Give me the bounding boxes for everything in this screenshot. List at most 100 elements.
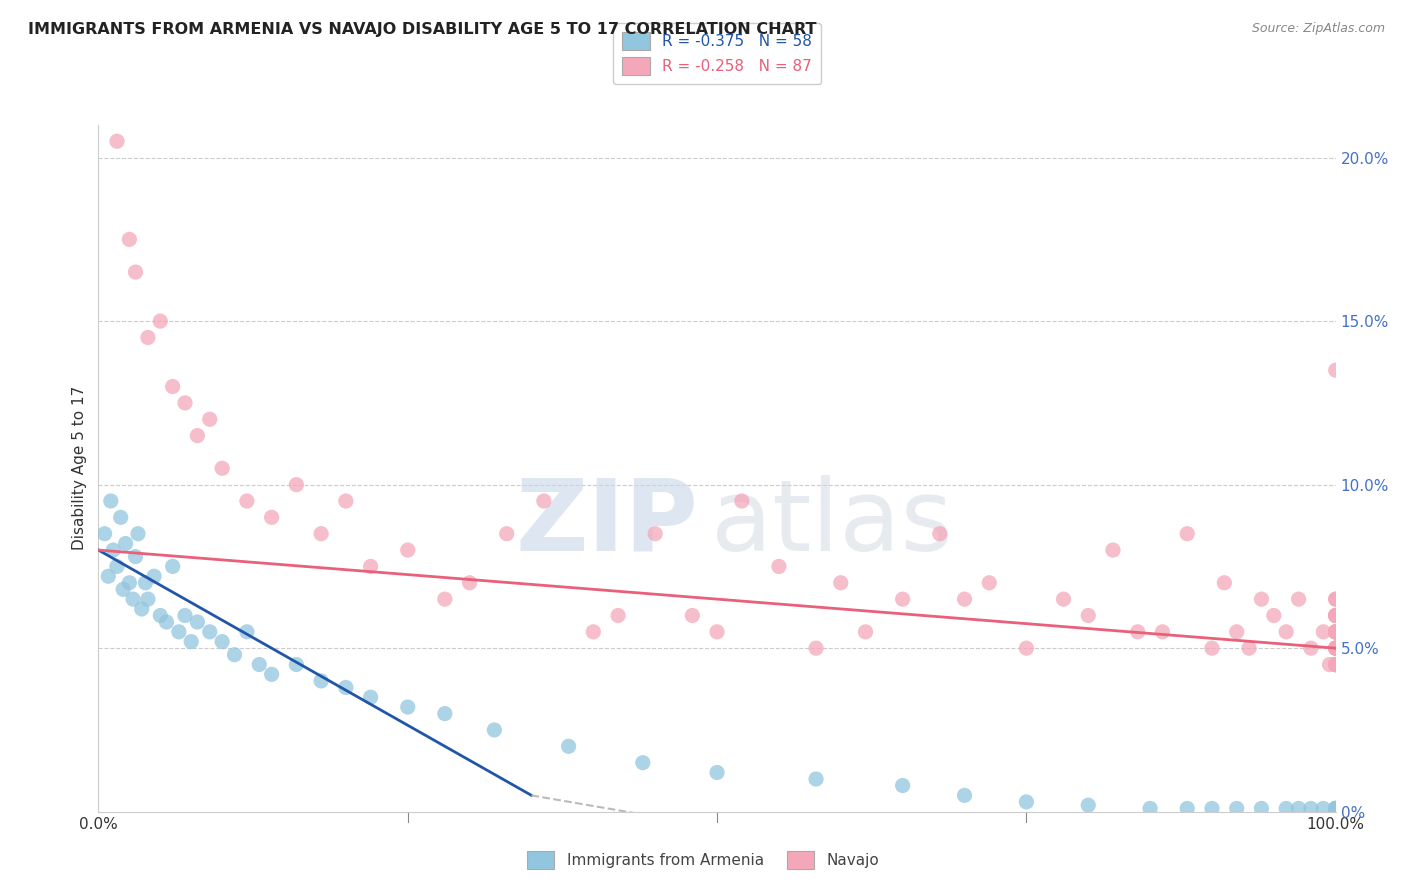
Point [127, 526, 149, 541]
Point [285, 477, 308, 491]
Point [1324, 641, 1347, 656]
Point [433, 592, 456, 607]
Point [103, 543, 125, 558]
Text: IMMIGRANTS FROM ARMENIA VS NAVAJO DISABILITY AGE 5 TO 17 CORRELATION CHART: IMMIGRANTS FROM ARMENIA VS NAVAJO DISABI… [28, 22, 817, 37]
Point [1312, 624, 1334, 639]
Point [458, 575, 481, 590]
Point [162, 379, 184, 393]
Point [1324, 641, 1347, 656]
Point [484, 723, 506, 737]
Point [855, 624, 877, 639]
Point [124, 265, 146, 279]
Point [1324, 641, 1347, 656]
Point [1324, 641, 1347, 656]
Point [1275, 624, 1298, 639]
Point [180, 634, 202, 648]
Point [1299, 801, 1322, 815]
Point [1201, 641, 1223, 656]
Point [1324, 657, 1347, 672]
Point [186, 615, 208, 629]
Point [1250, 592, 1272, 607]
Point [1324, 801, 1347, 815]
Point [891, 592, 914, 607]
Point [186, 428, 208, 442]
Point [309, 673, 332, 688]
Point [1324, 801, 1347, 815]
Point [681, 608, 703, 623]
Point [1324, 624, 1347, 639]
Point [134, 575, 156, 590]
Point [644, 526, 666, 541]
Point [1250, 801, 1272, 815]
Point [1324, 592, 1347, 607]
Point [174, 608, 197, 623]
Point [1324, 624, 1347, 639]
Point [174, 396, 197, 410]
Point [706, 765, 728, 780]
Point [1324, 801, 1347, 815]
Point [1299, 641, 1322, 656]
Legend: Immigrants from Armenia, Navajo: Immigrants from Armenia, Navajo [520, 845, 886, 875]
Point [118, 575, 141, 590]
Point [236, 624, 259, 639]
Point [1324, 657, 1347, 672]
Point [1324, 657, 1347, 672]
Point [1052, 592, 1074, 607]
Point [1226, 624, 1249, 639]
Point [1263, 608, 1285, 623]
Point [285, 657, 308, 672]
Point [1324, 363, 1347, 377]
Point [1312, 801, 1334, 815]
Text: Source: ZipAtlas.com: Source: ZipAtlas.com [1251, 22, 1385, 36]
Point [1319, 657, 1341, 672]
Point [118, 232, 141, 246]
Point [731, 494, 754, 508]
Point [1126, 624, 1149, 639]
Point [224, 648, 246, 662]
Point [143, 569, 166, 583]
Point [149, 314, 172, 328]
Point [1139, 801, 1161, 815]
Point [1324, 657, 1347, 672]
Point [114, 536, 136, 550]
Point [1237, 641, 1260, 656]
Point [167, 624, 190, 639]
Point [979, 575, 1001, 590]
Text: atlas: atlas [711, 475, 952, 572]
Point [131, 602, 153, 616]
Point [1324, 624, 1347, 639]
Point [211, 461, 233, 475]
Point [1226, 801, 1249, 815]
Point [260, 667, 283, 681]
Point [1324, 624, 1347, 639]
Point [247, 657, 270, 672]
Point [953, 592, 976, 607]
Point [100, 494, 122, 508]
Point [582, 624, 605, 639]
Point [1324, 592, 1347, 607]
Point [1288, 801, 1310, 815]
Point [1324, 608, 1347, 623]
Point [1324, 624, 1347, 639]
Point [1175, 801, 1198, 815]
Point [1324, 608, 1347, 623]
Point [1175, 526, 1198, 541]
Point [1324, 657, 1347, 672]
Point [105, 559, 128, 574]
Point [155, 615, 177, 629]
Point [260, 510, 283, 524]
Text: ZIP: ZIP [516, 475, 699, 572]
Point [112, 582, 135, 597]
Point [1201, 801, 1223, 815]
Point [124, 549, 146, 564]
Point [1324, 657, 1347, 672]
Point [335, 494, 357, 508]
Point [1152, 624, 1174, 639]
Point [706, 624, 728, 639]
Point [1324, 641, 1347, 656]
Point [149, 608, 172, 623]
Point [1324, 657, 1347, 672]
Point [953, 789, 976, 803]
Point [360, 690, 382, 705]
Point [110, 510, 132, 524]
